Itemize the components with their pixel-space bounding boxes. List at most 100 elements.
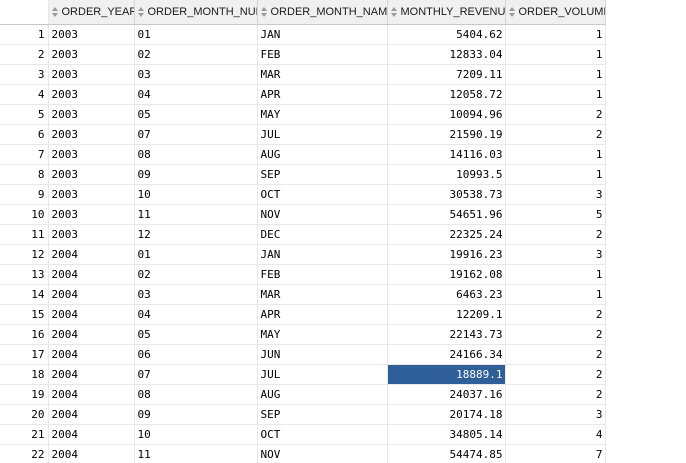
sort-icon[interactable] — [51, 6, 59, 19]
table-row[interactable]: 10 2003 11 NOV 54651.96 5 — [0, 204, 606, 225]
row-number[interactable]: 1 — [0, 24, 49, 45]
cell-order-volume[interactable]: 2 — [505, 124, 606, 145]
cell-monthly-revenue[interactable]: 10993.5 — [387, 164, 506, 185]
cell-order-month-name[interactable]: NOV — [257, 444, 388, 463]
cell-order-month-num[interactable]: 04 — [134, 84, 258, 105]
cell-order-volume[interactable]: 5 — [505, 204, 606, 225]
cell-order-month-name[interactable]: APR — [257, 304, 388, 325]
cell-order-volume[interactable]: 2 — [505, 104, 606, 125]
row-number[interactable]: 13 — [0, 264, 49, 285]
row-number[interactable]: 5 — [0, 104, 49, 125]
row-number[interactable]: 15 — [0, 304, 49, 325]
cell-order-volume[interactable]: 7 — [505, 444, 606, 463]
cell-order-month-num[interactable]: 08 — [134, 384, 258, 405]
cell-order-month-num[interactable]: 10 — [134, 184, 258, 205]
cell-order-volume[interactable]: 2 — [505, 224, 606, 245]
cell-order-year[interactable]: 2003 — [48, 24, 135, 45]
cell-order-month-name[interactable]: SEP — [257, 404, 388, 425]
cell-order-month-name[interactable]: OCT — [257, 184, 388, 205]
cell-order-month-name[interactable]: JUL — [257, 124, 388, 145]
row-number[interactable]: 18 — [0, 364, 49, 385]
column-header-order-month-num[interactable]: ORDER_MONTH_NUM — [134, 0, 258, 25]
cell-order-month-num[interactable]: 11 — [134, 444, 258, 463]
cell-order-month-num[interactable]: 05 — [134, 324, 258, 345]
cell-order-volume[interactable]: 2 — [505, 344, 606, 365]
table-row[interactable]: 15 2004 04 APR 12209.1 2 — [0, 304, 606, 325]
cell-monthly-revenue[interactable]: 24037.16 — [387, 384, 506, 405]
table-row[interactable]: 20 2004 09 SEP 20174.18 3 — [0, 404, 606, 425]
cell-order-volume[interactable]: 1 — [505, 84, 606, 105]
cell-monthly-revenue[interactable]: 19916.23 — [387, 244, 506, 265]
column-header-monthly-revenue[interactable]: MONTHLY_REVENUE — [387, 0, 506, 25]
cell-order-month-num[interactable]: 03 — [134, 284, 258, 305]
table-row[interactable]: 8 2003 09 SEP 10993.5 1 — [0, 164, 606, 185]
cell-order-month-num[interactable]: 11 — [134, 204, 258, 225]
row-number[interactable]: 14 — [0, 284, 49, 305]
cell-order-month-num[interactable]: 03 — [134, 64, 258, 85]
cell-order-volume[interactable]: 1 — [505, 164, 606, 185]
cell-monthly-revenue[interactable]: 5404.62 — [387, 24, 506, 45]
table-row[interactable]: 18 2004 07 JUL 18889.1 2 — [0, 364, 606, 385]
cell-order-month-num[interactable]: 07 — [134, 124, 258, 145]
cell-order-month-name[interactable]: FEB — [257, 264, 388, 285]
row-number[interactable]: 17 — [0, 344, 49, 365]
table-row[interactable]: 22 2004 11 NOV 54474.85 7 — [0, 444, 606, 463]
cell-order-month-num[interactable]: 05 — [134, 104, 258, 125]
cell-order-volume[interactable]: 1 — [505, 24, 606, 45]
column-header-order-month-name[interactable]: ORDER_MONTH_NAME — [257, 0, 388, 25]
cell-order-month-num[interactable]: 02 — [134, 44, 258, 65]
cell-order-month-name[interactable]: NOV — [257, 204, 388, 225]
cell-monthly-revenue[interactable]: 19162.08 — [387, 264, 506, 285]
row-number[interactable]: 16 — [0, 324, 49, 345]
cell-order-year[interactable]: 2003 — [48, 104, 135, 125]
column-header-order-year[interactable]: ORDER_YEAR — [48, 0, 135, 25]
cell-monthly-revenue[interactable]: 14116.03 — [387, 144, 506, 165]
cell-order-month-num[interactable]: 01 — [134, 24, 258, 45]
cell-monthly-revenue[interactable]: 22143.73 — [387, 324, 506, 345]
cell-order-month-name[interactable]: JUN — [257, 344, 388, 365]
cell-monthly-revenue[interactable]: 24166.34 — [387, 344, 506, 365]
cell-order-volume[interactable]: 1 — [505, 264, 606, 285]
cell-order-month-name[interactable]: DEC — [257, 224, 388, 245]
cell-order-month-num[interactable]: 07 — [134, 364, 258, 385]
cell-monthly-revenue[interactable]: 12058.72 — [387, 84, 506, 105]
row-number[interactable]: 12 — [0, 244, 49, 265]
table-row[interactable]: 2 2003 02 FEB 12833.04 1 — [0, 44, 606, 65]
cell-monthly-revenue[interactable]: 54651.96 — [387, 204, 506, 225]
cell-monthly-revenue[interactable]: 22325.24 — [387, 224, 506, 245]
cell-order-month-num[interactable]: 01 — [134, 244, 258, 265]
cell-order-year[interactable]: 2004 — [48, 424, 135, 445]
cell-order-year[interactable]: 2003 — [48, 144, 135, 165]
cell-order-year[interactable]: 2004 — [48, 384, 135, 405]
cell-order-month-name[interactable]: MAY — [257, 324, 388, 345]
cell-order-month-name[interactable]: APR — [257, 84, 388, 105]
cell-order-month-name[interactable]: MAR — [257, 284, 388, 305]
cell-order-month-num[interactable]: 04 — [134, 304, 258, 325]
cell-order-volume[interactable]: 1 — [505, 284, 606, 305]
row-number[interactable]: 10 — [0, 204, 49, 225]
row-number[interactable]: 21 — [0, 424, 49, 445]
row-number[interactable]: 8 — [0, 164, 49, 185]
cell-monthly-revenue[interactable]: 34805.14 — [387, 424, 506, 445]
cell-order-volume[interactable]: 1 — [505, 144, 606, 165]
cell-monthly-revenue[interactable]: 7209.11 — [387, 64, 506, 85]
cell-order-year[interactable]: 2004 — [48, 324, 135, 345]
cell-monthly-revenue[interactable]: 18889.1 — [387, 364, 506, 385]
cell-order-month-name[interactable]: OCT — [257, 424, 388, 445]
row-number[interactable]: 2 — [0, 44, 49, 65]
table-row[interactable]: 3 2003 03 MAR 7209.11 1 — [0, 64, 606, 85]
cell-order-month-name[interactable]: MAR — [257, 64, 388, 85]
table-row[interactable]: 6 2003 07 JUL 21590.19 2 — [0, 124, 606, 145]
sort-icon[interactable] — [260, 6, 268, 19]
table-row[interactable]: 16 2004 05 MAY 22143.73 2 — [0, 324, 606, 345]
cell-order-volume[interactable]: 3 — [505, 184, 606, 205]
cell-monthly-revenue[interactable]: 6463.23 — [387, 284, 506, 305]
table-row[interactable]: 13 2004 02 FEB 19162.08 1 — [0, 264, 606, 285]
table-row[interactable]: 7 2003 08 AUG 14116.03 1 — [0, 144, 606, 165]
cell-order-month-num[interactable]: 08 — [134, 144, 258, 165]
cell-order-year[interactable]: 2003 — [48, 224, 135, 245]
cell-monthly-revenue[interactable]: 12209.1 — [387, 304, 506, 325]
cell-order-volume[interactable]: 2 — [505, 324, 606, 345]
cell-order-volume[interactable]: 2 — [505, 384, 606, 405]
cell-order-year[interactable]: 2004 — [48, 304, 135, 325]
